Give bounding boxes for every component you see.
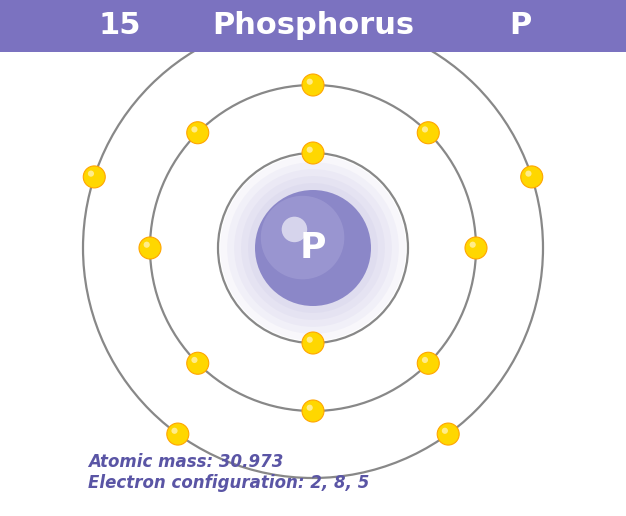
Circle shape — [241, 176, 385, 320]
Text: P: P — [509, 11, 531, 40]
Circle shape — [307, 78, 313, 85]
Text: Electron configuration: 2, 8, 5: Electron configuration: 2, 8, 5 — [88, 474, 369, 492]
Circle shape — [307, 405, 313, 411]
Circle shape — [83, 166, 105, 188]
Circle shape — [307, 12, 313, 18]
Circle shape — [255, 190, 371, 306]
Circle shape — [521, 166, 543, 188]
Text: P: P — [300, 231, 326, 265]
Circle shape — [187, 352, 208, 374]
Circle shape — [525, 171, 531, 176]
Circle shape — [470, 241, 476, 248]
Circle shape — [302, 142, 324, 164]
Circle shape — [418, 122, 439, 144]
Circle shape — [442, 428, 448, 434]
Circle shape — [88, 171, 94, 176]
Bar — [0, 0, 626, 52]
Text: Phosphorus: Phosphorus — [212, 11, 414, 40]
Circle shape — [192, 357, 198, 363]
Circle shape — [143, 241, 150, 248]
Circle shape — [302, 332, 324, 354]
Circle shape — [437, 423, 459, 445]
Circle shape — [172, 428, 178, 434]
Circle shape — [302, 7, 324, 29]
Circle shape — [418, 352, 439, 374]
Circle shape — [261, 196, 344, 279]
Circle shape — [307, 336, 313, 343]
Circle shape — [187, 122, 208, 144]
Circle shape — [465, 237, 487, 259]
Circle shape — [302, 74, 324, 96]
Circle shape — [220, 155, 406, 341]
Circle shape — [307, 147, 313, 153]
Circle shape — [139, 237, 161, 259]
Circle shape — [248, 183, 378, 313]
Text: Atomic mass: 30.973: Atomic mass: 30.973 — [88, 453, 284, 471]
Circle shape — [192, 126, 198, 133]
Circle shape — [234, 169, 392, 327]
Circle shape — [282, 217, 307, 242]
Circle shape — [167, 423, 189, 445]
Circle shape — [227, 162, 399, 334]
Circle shape — [422, 357, 428, 363]
Text: 15: 15 — [99, 11, 141, 40]
Circle shape — [302, 400, 324, 422]
Circle shape — [422, 126, 428, 133]
